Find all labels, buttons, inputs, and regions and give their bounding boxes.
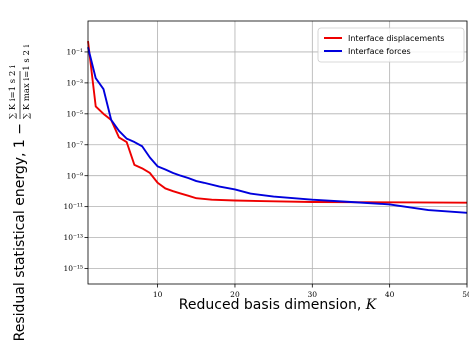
- y-tick-label: 10⁻³: [66, 78, 83, 87]
- y-axis-label-numerator: ∑ K i=1 s 2 i: [8, 65, 18, 119]
- y-tick-label: 10⁻⁵: [66, 109, 83, 118]
- ticks: 10 20 30 40 50 10⁻¹⁵ 10⁻¹³ 10⁻¹¹ 10⁻⁹ 10⁻⁷ 10⁻⁵ 10⁻…: [63, 48, 469, 299]
- y-tick-label: 10⁻⁹: [66, 171, 83, 180]
- y-tick-label: 10⁻¹⁵: [63, 264, 83, 273]
- series-line: [87, 41, 468, 204]
- legend-box: [317, 27, 465, 63]
- y-axis-label: Residual statistical energy, 1 − ∑ K i=1 …: [8, 44, 32, 341]
- y-axis-label-denominator: ∑ K max i=1 s 2 i: [22, 44, 32, 119]
- y-tick-label: 10⁻¹: [66, 48, 83, 57]
- x-tick-label: 40: [385, 290, 395, 299]
- y-axis-label-main: Residual statistical energy, 1 −: [12, 123, 28, 341]
- y-tick-label: 10⁻⁷: [66, 140, 83, 149]
- x-tick-label: 50: [462, 290, 469, 299]
- x-axis-label: Reduced basis dimension, K: [179, 297, 378, 313]
- x-tick-label: 30: [308, 290, 318, 299]
- y-tick-label: 10⁻¹³: [63, 233, 83, 242]
- x-tick-label: 10: [153, 290, 163, 299]
- legend-label: Interface displacements: [348, 34, 444, 43]
- legend-label: Interface forces: [348, 47, 411, 56]
- series-layer: [87, 41, 468, 214]
- series-line: [87, 47, 468, 214]
- x-tick-label: 20: [230, 290, 240, 299]
- legend: Interface displacements Interface forces: [317, 27, 465, 63]
- y-tick-label: 10⁻¹¹: [63, 202, 83, 211]
- plot-frame: [87, 20, 468, 285]
